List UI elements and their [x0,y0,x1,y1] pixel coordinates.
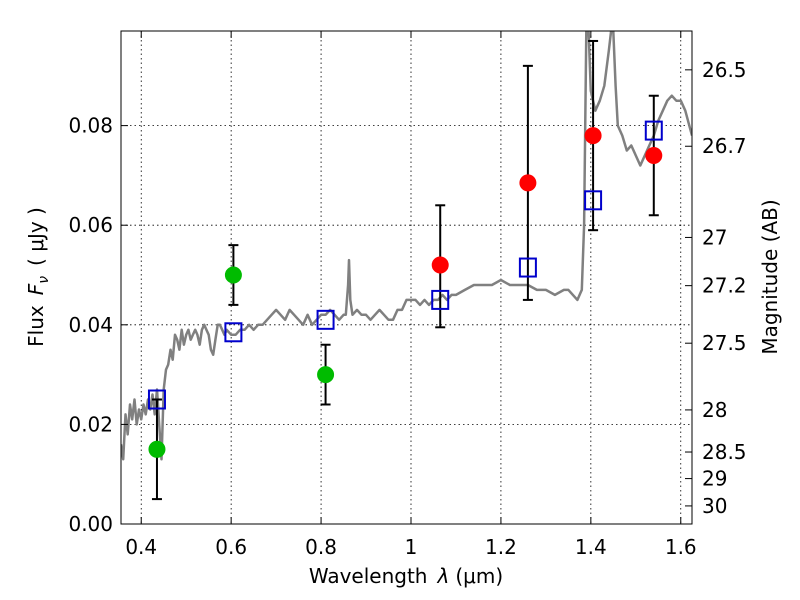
axis-ticks [121,31,692,525]
model-photometry-square [644,120,663,141]
x-tick-label: 1.4 [575,535,607,559]
green-detection-point [224,266,242,284]
red-detection-point [584,127,602,145]
observed-photometry-layer [148,127,663,458]
y-tick-label: 0.06 [68,213,113,237]
model-sed-line [121,31,692,461]
right-tick-label: 29 [702,467,727,491]
right-tick-label: 27.2 [702,274,747,298]
model-photometry-square [316,309,335,330]
right-axis-title: Magnitude (AB) [758,199,782,354]
red-detection-point [519,174,537,192]
right-tick-label: 30 [702,494,727,518]
x-tick-label: 1.2 [485,535,517,559]
model-photometry-square [431,289,450,310]
y-tick-label: 0.08 [68,114,113,138]
model-photometry-square [147,389,166,410]
red-detection-point [645,146,663,164]
right-tick-label: 26.5 [702,58,747,82]
x-tick-label: 1 [405,535,418,559]
x-tick-label: 0.4 [125,535,157,559]
model-photometry-square [518,257,537,278]
x-tick-label: 0.6 [215,535,247,559]
model-photometry-layer [147,120,663,410]
grid-lines [121,31,692,524]
x-axis-title: Wavelength λ (μm) [309,564,503,588]
right-tick-label: 28 [702,398,727,422]
y-tick-label: 0.02 [68,412,113,436]
red-detection-point [431,256,449,274]
right-tick-label: 27 [702,225,727,249]
y-tick-label: 0.00 [68,512,113,536]
right-tick-label: 26.7 [702,134,747,158]
x-tick-label: 1.6 [665,535,697,559]
plot-frame [120,30,693,525]
model-photometry-square [224,322,243,343]
model-photometry-square [584,190,603,211]
model-sed-layer [121,31,692,461]
right-tick-label: 28.5 [702,440,747,464]
green-detection-point [148,440,166,458]
x-tick-label: 0.8 [305,535,337,559]
green-detection-point [317,366,335,384]
y-axis-title: FluxFν( μJy ) [24,207,52,347]
y-tick-label: 0.04 [68,313,113,337]
right-tick-label: 27.5 [702,331,747,355]
